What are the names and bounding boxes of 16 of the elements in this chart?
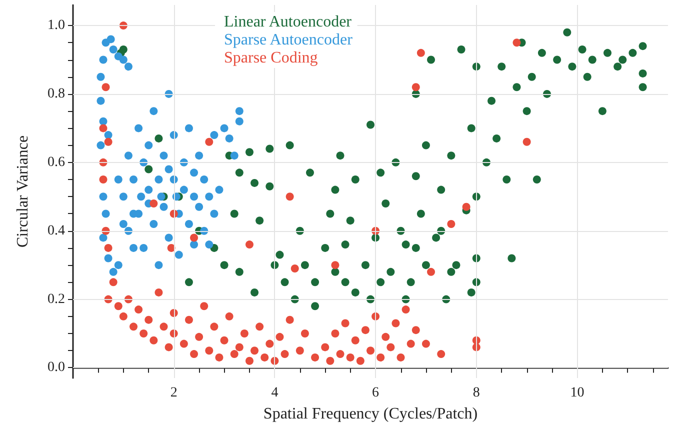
x-tick-label: 6 (372, 386, 380, 400)
y-tick-label: 0.4 (48, 223, 65, 238)
x-tick-label: 10 (570, 386, 584, 400)
y-axis-title: Circular Variance (14, 135, 32, 248)
text: Linear Autoencoder (224, 14, 352, 30)
text: Sparse Coding (224, 50, 318, 66)
x-axis-title: Spatial Frequency (Cycles/Patch) (263, 406, 478, 422)
y-tick-label: 1.0 (48, 18, 65, 34)
text: Sparse Autoencoder (224, 32, 354, 48)
y-tick-label: 0.6 (48, 154, 65, 170)
y-tick-label: 0.8 (48, 86, 65, 102)
x-tick-label: 2 (170, 386, 178, 400)
y-tick-label: 0.2 (48, 292, 65, 307)
x-tick-label: 8 (472, 386, 480, 400)
y-tick-label: 0.0 (48, 360, 65, 376)
x-tick-label: 4 (271, 386, 278, 400)
